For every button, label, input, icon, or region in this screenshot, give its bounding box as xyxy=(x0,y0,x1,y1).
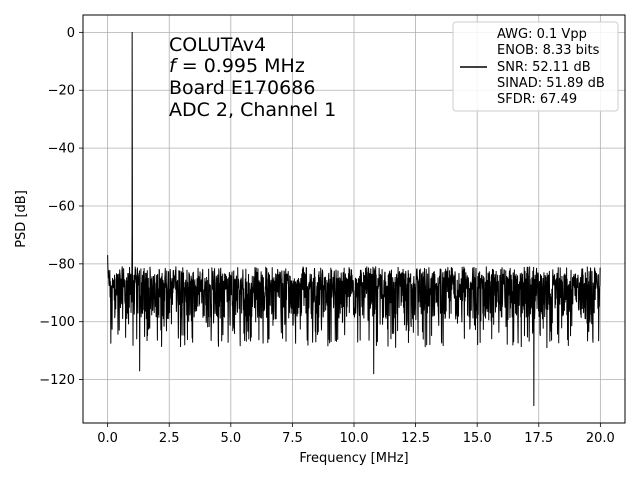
grid xyxy=(83,15,625,423)
y-tick-label: −80 xyxy=(48,257,75,272)
series-psd xyxy=(107,31,601,407)
y-axis-label: PSD [dB] xyxy=(14,190,29,248)
annotation-line-1: COLUTAv4 xyxy=(169,34,266,56)
legend-line-5: SFDR: 67.49 xyxy=(497,92,577,107)
y-tick-label: −40 xyxy=(48,142,75,157)
annotation-line-2-rest: = 0.995 MHz xyxy=(176,55,305,77)
y-tick-label: 0 xyxy=(67,26,75,41)
annotation-line-4: ADC 2, Channel 1 xyxy=(169,99,336,121)
x-axis: 0.0 2.5 5.0 7.5 10.0 12.5 15.0 17.5 20.0 xyxy=(97,423,615,446)
y-tick-label: −60 xyxy=(48,199,75,214)
y-tick-label: −100 xyxy=(39,315,75,330)
legend-line-4: SINAD: 51.89 dB xyxy=(497,76,605,91)
legend: AWG: 0.1 Vpp ENOB: 8.33 bits SNR: 52.11 … xyxy=(452,21,619,112)
x-tick-label: 7.5 xyxy=(282,431,303,446)
x-tick-label: 5.0 xyxy=(220,431,241,446)
x-tick-label: 0.0 xyxy=(97,431,118,446)
x-tick-label: 20.0 xyxy=(586,431,615,446)
y-tick-label: −120 xyxy=(39,373,75,388)
x-tick-label: 10.0 xyxy=(340,431,369,446)
x-tick-label: 2.5 xyxy=(159,431,180,446)
annotation-block: COLUTAv4 f = 0.995 MHz Board E170686 ADC… xyxy=(169,34,336,121)
x-tick-label: 15.0 xyxy=(463,431,492,446)
psd-series-line xyxy=(107,31,601,407)
legend-line-1: AWG: 0.1 Vpp xyxy=(497,27,587,42)
legend-line-3: SNR: 52.11 dB xyxy=(497,60,591,75)
y-axis: 0 −20 −40 −60 −80 −100 −120 xyxy=(39,26,83,388)
legend-box xyxy=(452,21,619,112)
annotation-italic-f: f xyxy=(169,55,179,77)
annotation-line-3: Board E170686 xyxy=(169,77,315,99)
x-tick-label: 12.5 xyxy=(401,431,430,446)
legend-line-2: ENOB: 8.33 bits xyxy=(497,43,600,58)
annotation-line-2: f = 0.995 MHz xyxy=(169,55,305,77)
x-tick-label: 17.5 xyxy=(524,431,553,446)
y-tick-label: −20 xyxy=(48,84,75,99)
x-axis-label: Frequency [MHz] xyxy=(299,451,408,466)
